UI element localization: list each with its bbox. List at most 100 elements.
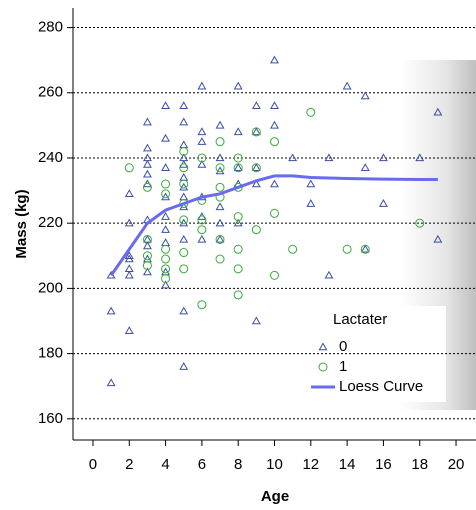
point <box>360 163 370 171</box>
point <box>179 248 189 258</box>
point <box>433 234 443 243</box>
point <box>179 172 189 181</box>
point <box>215 120 225 129</box>
point <box>197 225 207 235</box>
y-tick-label: 200 <box>38 279 63 296</box>
point <box>142 261 152 271</box>
point <box>142 169 152 178</box>
legend-label: Loess Curve <box>339 378 423 395</box>
point <box>360 91 370 100</box>
point <box>233 81 243 90</box>
legend-label: 0 <box>339 338 347 355</box>
point <box>233 244 243 254</box>
point <box>179 101 189 110</box>
point <box>179 215 189 225</box>
x-axis-label: Age <box>261 488 289 505</box>
point <box>124 218 134 227</box>
point <box>161 189 171 199</box>
point <box>233 218 243 227</box>
point <box>161 244 171 254</box>
point <box>197 234 207 243</box>
point <box>161 179 171 189</box>
legend: 0 1 Loess Curve <box>311 338 423 395</box>
point <box>215 234 225 244</box>
point <box>233 212 243 222</box>
point <box>179 192 189 201</box>
point <box>233 264 243 274</box>
point <box>124 251 134 259</box>
point <box>142 251 152 261</box>
x-tick-label: 6 <box>198 456 206 473</box>
point <box>124 264 134 273</box>
x-tick-label: 0 <box>89 456 97 473</box>
point <box>142 234 152 243</box>
point <box>251 127 261 136</box>
point <box>179 179 189 189</box>
point <box>270 179 279 188</box>
point <box>179 362 189 370</box>
point <box>215 202 225 211</box>
point <box>215 153 225 162</box>
x-tick-label: 12 <box>302 456 319 473</box>
point <box>142 117 152 126</box>
point <box>161 254 171 264</box>
point <box>360 244 370 254</box>
point <box>233 163 243 173</box>
point <box>179 234 189 243</box>
point <box>215 182 225 192</box>
legend-swatch <box>318 342 328 351</box>
point <box>270 137 279 147</box>
point <box>270 120 279 129</box>
point <box>233 127 243 136</box>
point <box>179 306 189 315</box>
x-tick-label: 8 <box>234 456 242 473</box>
point <box>233 153 243 163</box>
point <box>342 81 352 90</box>
point <box>161 101 171 110</box>
point <box>197 215 207 225</box>
point <box>124 326 134 334</box>
point <box>251 225 261 235</box>
point <box>142 143 152 152</box>
point <box>142 159 152 168</box>
point <box>360 244 370 253</box>
point <box>270 101 279 110</box>
point <box>251 127 261 137</box>
y-tick-label: 160 <box>38 410 63 427</box>
point <box>415 218 425 228</box>
point <box>433 107 443 116</box>
point <box>288 153 298 162</box>
x-tick-label: 4 <box>161 456 169 473</box>
point <box>142 267 152 276</box>
point <box>251 179 261 188</box>
x-tick-label: 18 <box>411 456 428 473</box>
point <box>161 212 171 220</box>
y-tick-label: 220 <box>38 214 63 231</box>
point <box>288 244 298 254</box>
x-tick-label: 16 <box>375 456 392 473</box>
point <box>197 153 207 163</box>
point <box>215 218 225 227</box>
legend-title: Lactater <box>333 311 387 328</box>
point <box>179 146 189 156</box>
point <box>215 254 225 264</box>
point <box>270 55 279 64</box>
point <box>306 179 316 188</box>
point <box>179 117 189 126</box>
point <box>161 280 171 289</box>
point <box>179 153 189 162</box>
point <box>179 140 189 149</box>
y-tick-label: 180 <box>38 345 63 362</box>
point <box>197 159 207 168</box>
point <box>306 107 316 117</box>
point <box>179 264 189 274</box>
point <box>233 290 243 300</box>
point <box>161 264 171 274</box>
point <box>197 137 207 145</box>
point <box>106 306 116 315</box>
point <box>179 182 189 191</box>
point <box>142 153 152 162</box>
point <box>306 199 316 207</box>
point <box>270 270 279 280</box>
point <box>251 316 261 325</box>
